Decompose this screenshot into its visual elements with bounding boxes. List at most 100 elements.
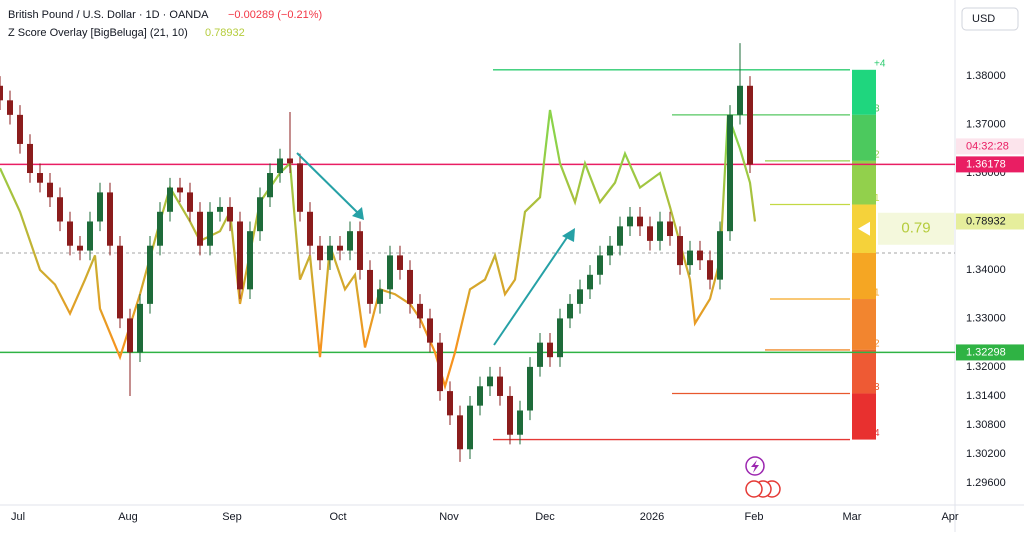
candle-body: [0, 85, 3, 101]
candle-body: [537, 342, 543, 367]
candle-body: [677, 236, 683, 266]
y-tick-label: 1.29600: [966, 477, 1006, 489]
candle-body: [377, 289, 383, 304]
candle-body: [597, 255, 603, 275]
candle-body: [17, 114, 23, 144]
candle-body: [397, 255, 403, 270]
chart-title: British Pound / U.S. Dollar · 1D · OANDA: [8, 9, 209, 21]
candle-body: [717, 231, 723, 280]
candle-body: [77, 245, 83, 251]
candle-body: [57, 197, 63, 222]
candle-body: [207, 211, 213, 246]
arrow-head: [352, 207, 364, 220]
level-label: 4: [874, 428, 880, 439]
price-tag: [956, 344, 1024, 361]
candle-body: [587, 274, 593, 290]
candle-body: [197, 211, 203, 246]
candle-body: [367, 269, 373, 304]
candle-body: [217, 206, 223, 212]
candle-body: [687, 250, 693, 266]
countdown: 04:32:28: [966, 140, 1009, 152]
candle-body: [727, 114, 733, 232]
price-tag-label: 1.36178: [966, 158, 1006, 170]
candle-body: [37, 173, 43, 183]
candle-body: [737, 85, 743, 115]
x-tick-label: Apr: [941, 511, 958, 523]
candle-body: [567, 303, 573, 319]
candle-body: [327, 245, 333, 261]
z-band: [852, 252, 876, 300]
countdown-tag: [956, 138, 1024, 155]
price-change: −0.00289 (−0.21%): [228, 9, 322, 21]
x-tick-label: Jul: [11, 511, 25, 523]
candle-body: [747, 85, 753, 165]
candle-body: [47, 182, 53, 198]
candle-body: [307, 211, 313, 246]
z-label: 0.79: [901, 220, 930, 237]
y-tick-label: 1.31400: [966, 390, 1006, 402]
candle-body: [577, 289, 583, 304]
candle-body: [457, 415, 463, 450]
candle-body: [527, 366, 533, 411]
candle-body: [337, 245, 343, 251]
candle-body: [617, 226, 623, 246]
z-band: [852, 349, 876, 394]
z-band: [852, 114, 876, 161]
candle-body: [447, 391, 453, 416]
candle-body: [187, 192, 193, 212]
flag-icon[interactable]: [745, 480, 763, 498]
candle-body: [277, 158, 283, 174]
level-label: 2: [874, 339, 880, 350]
candle-body: [667, 221, 673, 237]
candle-body: [427, 318, 433, 343]
arrow-down: [296, 152, 361, 216]
level-label: 2: [874, 150, 880, 161]
candle-body: [247, 231, 253, 290]
y-tick-label: 1.32000: [966, 361, 1006, 373]
indicator-name: Z Score Overlay [BigBeluga] (21, 10): [8, 27, 188, 39]
y-tick-label: 1.34000: [966, 264, 1006, 276]
price-tag: [956, 156, 1024, 173]
x-tick-label: 2026: [640, 511, 664, 523]
candle-body: [127, 318, 133, 353]
candle-body: [417, 303, 423, 319]
indicator-value: 0.78932: [205, 27, 245, 39]
candle-body: [7, 100, 13, 115]
candle-body: [547, 342, 553, 358]
y-tick-label: 1.38000: [966, 70, 1006, 82]
candle-body: [27, 143, 33, 174]
x-tick-label: Mar: [843, 511, 862, 523]
level-label: 1: [874, 288, 880, 299]
y-tick-label: 1.37000: [966, 118, 1006, 130]
candle-body: [467, 405, 473, 450]
candle-body: [287, 158, 293, 164]
candle-body: [487, 376, 493, 387]
candle-body: [657, 221, 663, 241]
candle-body: [647, 226, 653, 241]
y-tick-label: 1.33000: [966, 312, 1006, 324]
currency: USD: [972, 13, 995, 25]
currency-button[interactable]: [961, 7, 1019, 31]
candle-body: [557, 318, 563, 358]
x-tick-label: Sep: [222, 511, 242, 523]
candle-body: [517, 410, 523, 435]
candle-body: [437, 342, 443, 392]
event-icon-bolt: [751, 460, 759, 473]
candle-body: [697, 250, 703, 261]
candle-body: [507, 395, 513, 435]
x-tick-label: Nov: [439, 511, 459, 523]
z-band: [852, 69, 876, 115]
drawings: [296, 152, 781, 498]
z-band: [852, 160, 876, 205]
arrow-head: [562, 228, 575, 242]
candle-body: [407, 269, 413, 304]
z-label-box: [878, 212, 954, 245]
x-tick-label: Dec: [535, 511, 555, 523]
candle-body: [137, 303, 143, 353]
level-label: 3: [874, 104, 880, 115]
y-tick-label: 1.30800: [966, 419, 1006, 431]
candle-body: [107, 192, 113, 246]
level-label: 3: [874, 382, 880, 393]
x-tick-label: Oct: [329, 511, 346, 523]
